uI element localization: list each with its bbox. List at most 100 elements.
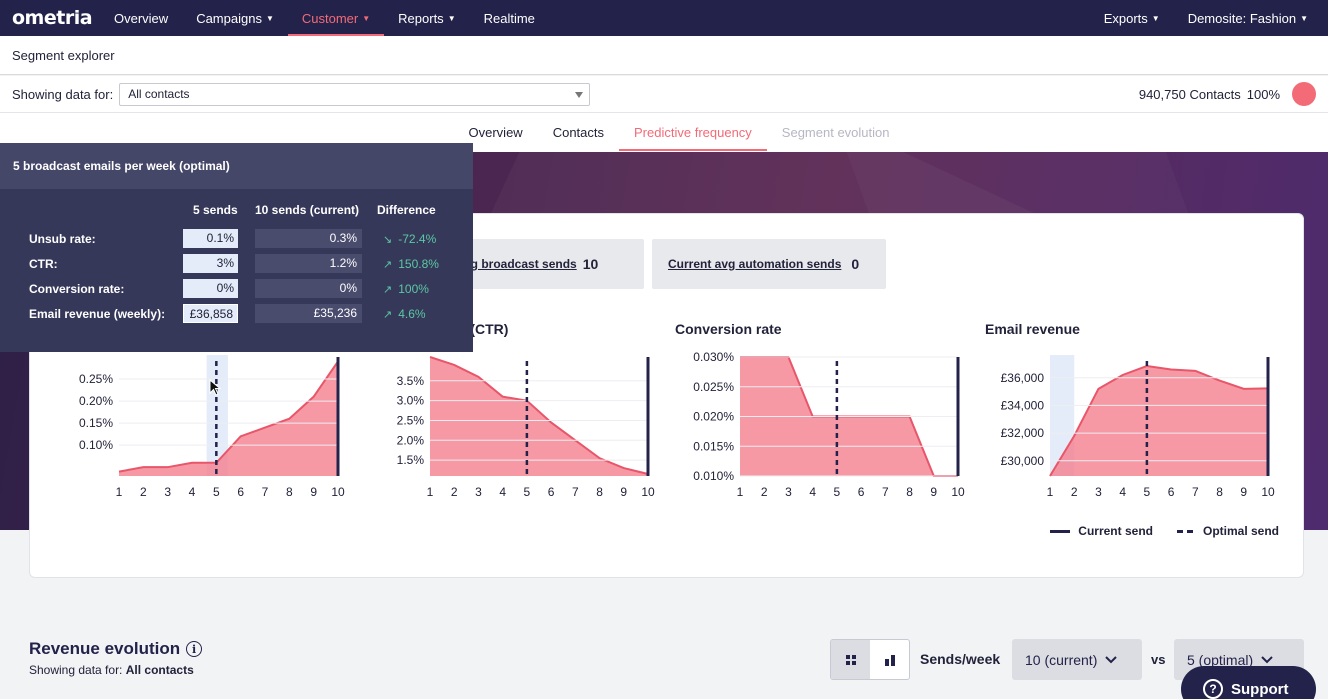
x-tick-label: 4 — [809, 485, 816, 499]
y-tick-label: 3.0% — [397, 394, 425, 408]
nav-site-label: Demosite: Fashion — [1187, 10, 1297, 26]
view-toggle — [830, 639, 910, 680]
automation-sends-stat: Current avg automation sends 0 — [652, 239, 886, 289]
y-tick-label: 2.0% — [397, 433, 425, 447]
x-tick-label: 8 — [286, 485, 293, 499]
x-tick-label: 2 — [1071, 485, 1078, 499]
revenue-filter-summary: Showing data for: All contacts — [29, 663, 194, 677]
tooltip-difference-value: 100% — [398, 282, 429, 296]
y-tick-label: 0.015% — [693, 439, 734, 453]
nav-campaigns[interactable]: Campaigns ▼ — [182, 0, 288, 36]
x-tick-label: 5 — [834, 485, 841, 499]
x-tick-label: 7 — [1192, 485, 1199, 499]
x-tick-label: 9 — [620, 485, 627, 499]
tooltip-difference: ↗ 4.6% — [383, 307, 426, 321]
sends-per-week-label: Sends/week — [920, 651, 1001, 667]
contacts-summary: 940,750 Contacts 100% — [1139, 82, 1316, 106]
y-tick-label: 0.020% — [693, 410, 734, 424]
tab-overview[interactable]: Overview — [454, 113, 538, 151]
y-tick-label: 3.5% — [397, 374, 425, 388]
series-line — [1049, 364, 1269, 477]
nav-overview[interactable]: Overview — [100, 0, 182, 36]
x-tick-label: 1 — [427, 485, 434, 499]
nav-realtime[interactable]: Realtime — [470, 0, 549, 36]
x-tick-label: 10 — [951, 485, 965, 499]
legend-optimal: Optimal send — [1176, 524, 1279, 538]
bar-chart-icon — [884, 654, 895, 666]
caret-down-icon: ▼ — [1300, 13, 1308, 23]
revenue-filter-value: All contacts — [125, 663, 194, 677]
current-sends-value: 10 (current) — [1025, 651, 1098, 668]
nav-exports[interactable]: Exports ▼ — [1090, 0, 1174, 36]
tooltip-value-current: 0% — [255, 279, 362, 298]
x-tick-label: 8 — [906, 485, 913, 499]
caret-down-icon: ▼ — [1151, 13, 1160, 23]
page-title: Segment explorer — [12, 47, 115, 63]
info-icon[interactable]: i — [186, 641, 203, 657]
revenue-evolution-title-text: Revenue evolution — [29, 639, 181, 658]
nav-reports[interactable]: Reports ▼ — [384, 0, 469, 36]
revenue-filter-label: Showing data for: — [29, 663, 123, 677]
x-tick-label: 10 — [331, 485, 345, 499]
caret-down-icon: ▼ — [362, 13, 371, 23]
x-tick-label: 5 — [524, 485, 531, 499]
automation-sends-value: 0 — [851, 256, 860, 272]
arrow-up-right-icon: ↗ — [383, 284, 393, 296]
tooltip-difference-value: -72.4% — [398, 232, 437, 246]
revenue-evolution-title: Revenue evolution i — [29, 639, 203, 659]
chart-tooltip: 5 broadcast emails per week (optimal) 5 … — [0, 143, 473, 352]
mouse-cursor-icon — [209, 379, 221, 396]
tooltip-difference-value: 4.6% — [398, 307, 426, 321]
tooltip-value-current: 0.3% — [255, 229, 362, 248]
grid-icon — [845, 654, 856, 665]
x-tick-label: 6 — [1168, 485, 1175, 499]
nav-site-selector[interactable]: Demosite: Fashion ▼ — [1174, 0, 1328, 36]
x-tick-label: 8 — [1216, 485, 1223, 499]
x-tick-label: 4 — [1119, 485, 1126, 499]
tab-segment-evolution-label: Segment evolution — [781, 124, 890, 140]
revenue-chart-title: Email revenue — [985, 321, 1080, 337]
tooltip-value-optimal: 0% — [183, 279, 238, 298]
x-tick-label: 7 — [882, 485, 889, 499]
tooltip-value-optimal: 3% — [183, 254, 238, 273]
automation-sends-label[interactable]: Current avg automation sends — [668, 257, 842, 271]
dropdown-arrow-icon — [575, 91, 584, 98]
y-tick-label: 1.5% — [397, 453, 425, 467]
y-tick-label: 0.20% — [79, 394, 113, 408]
grid-view-button[interactable] — [831, 640, 870, 679]
solid-line-icon — [1050, 529, 1071, 533]
support-button[interactable]: ? Support — [1181, 666, 1316, 699]
filter-bar: Showing data for: All contacts 940,750 C… — [0, 76, 1328, 113]
x-tick-label: 10 — [1261, 485, 1275, 499]
y-tick-label: £34,000 — [1001, 398, 1045, 412]
x-tick-label: 3 — [164, 485, 171, 499]
tooltip-title: 5 broadcast emails per week (optimal) — [0, 143, 473, 189]
segment-select[interactable]: All contacts — [119, 82, 591, 106]
x-tick-label: 9 — [1240, 485, 1247, 499]
chart-legend: Current send Optimal send — [1050, 524, 1279, 538]
nav-customer[interactable]: Customer ▼ — [287, 0, 385, 36]
series-line — [118, 360, 339, 473]
x-tick-label: 3 — [785, 485, 792, 499]
frequency-charts[interactable]: 0.10%0.15%0.20%0.25%1 2 3 4 5 6 7 8 9 101.5%2.0%2… — [30, 214, 1305, 514]
optimal-sends-value: 5 (optimal) — [1187, 651, 1254, 668]
tooltip-col-difference: Difference — [377, 203, 436, 217]
tab-segment-evolution: Segment evolution — [767, 113, 905, 151]
tooltip-row-label: Unsub rate: — [29, 232, 96, 246]
broadcast-sends-label[interactable]: t avg broadcast sends — [450, 257, 577, 271]
ometria-logo[interactable]: ometria — [12, 7, 93, 29]
y-tick-label: 0.025% — [693, 380, 734, 394]
tooltip-value-optimal: £36,858 — [183, 304, 238, 323]
tooltip-difference: ↗ 100% — [383, 282, 429, 296]
tab-contacts[interactable]: Contacts — [538, 113, 619, 151]
tab-predictive-frequency[interactable]: Predictive frequency — [619, 113, 767, 151]
tab-overview-label: Overview — [468, 124, 523, 140]
arrow-up-right-icon: ↗ — [383, 309, 393, 321]
x-tick-label: 6 — [548, 485, 555, 499]
current-sends-dropdown[interactable]: 10 (current) — [1012, 639, 1142, 680]
arrow-up-right-icon: ↗ — [383, 259, 393, 271]
x-tick-label: 2 — [140, 485, 147, 499]
x-tick-label: 9 — [930, 485, 937, 499]
tooltip-row-label: Conversion rate: — [29, 282, 125, 296]
bar-chart-view-button[interactable] — [870, 640, 909, 679]
